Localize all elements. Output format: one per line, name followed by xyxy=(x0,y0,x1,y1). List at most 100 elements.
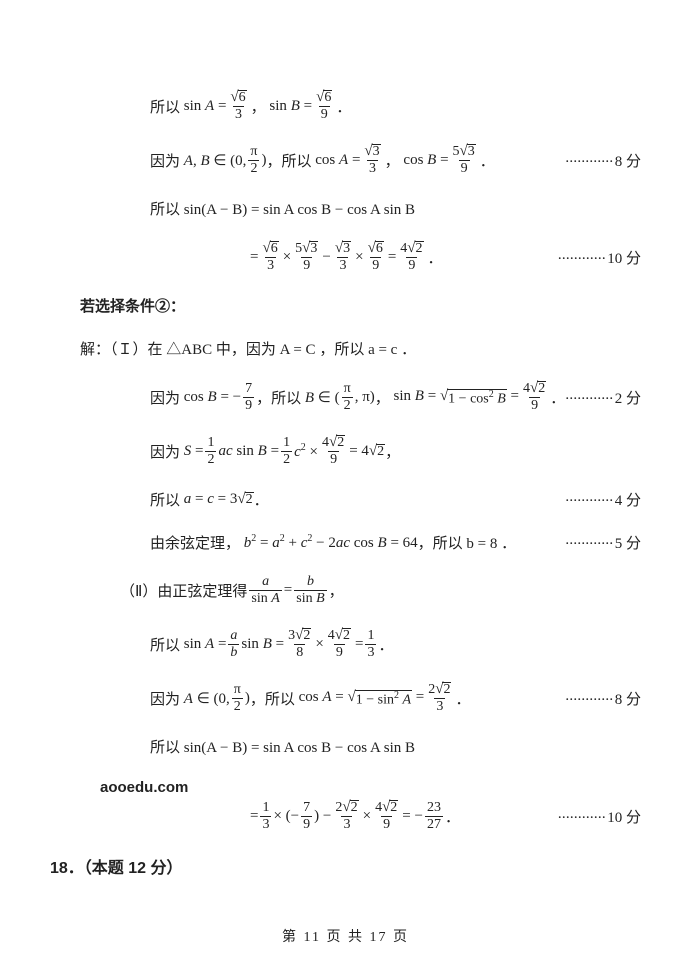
score-marker: 5 分 xyxy=(565,532,641,553)
math-line: 所以 a = c = 32 ． 4 分 xyxy=(50,489,641,510)
text: ． xyxy=(455,688,470,709)
fraction: 429 xyxy=(398,241,425,273)
fraction: 33 xyxy=(362,144,382,176)
expr: cos B = xyxy=(400,152,449,169)
math-line: 因为 S = 12 ac sin B = 12 c2 × 429 = 42 ， xyxy=(50,435,641,467)
text: 因为 xyxy=(150,387,180,408)
text: 18．（本题 12 分） xyxy=(50,860,183,877)
score-marker: 8 分 xyxy=(565,150,641,171)
fraction: 69 xyxy=(366,241,386,273)
expr: B ∈ ( xyxy=(301,388,339,407)
text: 因为 xyxy=(150,441,180,462)
fraction: 63 xyxy=(228,90,248,122)
fraction: 429 xyxy=(521,381,548,413)
fraction: 429 xyxy=(373,800,400,832)
fraction: π2 xyxy=(248,145,259,176)
math-line: 因为 cos B = − 79 ，所以 B ∈ ( π2 , π) ， sin … xyxy=(50,381,641,413)
expr: × xyxy=(283,249,291,266)
expr: sin A = xyxy=(180,98,226,115)
expr: sin B = xyxy=(266,98,312,115)
math-line: = 63 × 539 − 33 × 69 = 429 ． 10 分 xyxy=(50,241,641,273)
math-line: 因为 A, B ∈ (0, π2 ) ，所以 cos A = 33 ， cos … xyxy=(50,144,641,176)
text: ． xyxy=(378,634,393,655)
text: 由余弦定理， xyxy=(150,532,240,553)
text: ， xyxy=(385,441,400,462)
text: 解：（Ｉ）在 △ABC 中，因为 A = C ，所以 a = c ． xyxy=(80,338,416,359)
math-line: 由余弦定理， b2 = a2 + c2 − 2ac cos B = 64 ，所以… xyxy=(50,532,641,553)
expr: = xyxy=(355,636,363,653)
math-line: 所以 sin A = 63 ， sin B = 69 ． xyxy=(50,90,641,122)
text: 所以 sin(A − B) = sin A cos B − cos A sin … xyxy=(150,198,415,219)
score-marker: 10 分 xyxy=(557,247,641,268)
fraction: 429 xyxy=(326,628,353,660)
text: ． xyxy=(550,387,565,408)
score-marker: 2 分 xyxy=(565,387,641,408)
expr: = xyxy=(388,249,396,266)
expr: = 42 xyxy=(349,443,385,460)
expr: A ∈ (0, xyxy=(180,689,230,708)
expr: cos A = 1 − sin2 A = xyxy=(295,689,424,708)
expr: × xyxy=(363,808,371,825)
expr: = xyxy=(250,808,258,825)
text: ，所以 xyxy=(256,387,301,408)
text: ， xyxy=(375,387,390,408)
expr: sin B = 1 − cos2 B = xyxy=(390,388,519,407)
text: ． xyxy=(336,96,351,117)
score-marker: 8 分 xyxy=(565,688,641,709)
math-line: 因为 A ∈ (0, π2 ) ，所以 cos A = 1 − sin2 A =… xyxy=(50,682,641,714)
math-line: 所以 sin(A − B) = sin A cos B − cos A sin … xyxy=(50,736,641,757)
subheading: 若选择条件②： xyxy=(50,295,641,316)
text: ． xyxy=(480,150,495,171)
text: 因为 xyxy=(150,688,180,709)
expr: A, B ∈ (0, xyxy=(180,151,246,170)
expr: cos A = xyxy=(312,152,361,169)
fraction: 13 xyxy=(260,801,271,832)
math-line: 所以 sin(A − B) = sin A cos B − cos A sin … xyxy=(50,198,641,219)
fraction: 12 xyxy=(281,436,292,467)
expr: a = c = 32 xyxy=(180,491,254,508)
fraction: 13 xyxy=(365,629,376,660)
expr: c2 × xyxy=(294,442,318,461)
fraction: 429 xyxy=(320,435,347,467)
expr: sin A = xyxy=(180,636,226,653)
text: ，所以 xyxy=(250,688,295,709)
text: 所以 xyxy=(150,634,180,655)
question-heading: 18．（本题 12 分） xyxy=(50,854,641,878)
fraction: 69 xyxy=(314,90,334,122)
text: 若选择条件②： xyxy=(80,295,185,316)
expr: ． xyxy=(445,806,460,827)
fraction: π2 xyxy=(232,683,243,714)
score-marker: 10 分 xyxy=(557,806,641,827)
fraction: 539 xyxy=(451,144,478,176)
expr: ． xyxy=(428,247,443,268)
expr: cos B = − xyxy=(180,389,241,406)
fraction: π2 xyxy=(342,382,353,413)
fraction: 223 xyxy=(333,800,360,832)
fraction: ab xyxy=(228,629,239,660)
expr: , π) xyxy=(355,389,375,406)
fraction: 223 xyxy=(426,682,453,714)
fraction: bsin B xyxy=(294,575,326,606)
expr: = xyxy=(284,582,292,599)
fraction: 79 xyxy=(301,801,312,832)
expr: b2 = a2 + c2 − 2ac cos B = 64 xyxy=(240,533,418,552)
fraction: asin A xyxy=(249,575,281,606)
expr: = − xyxy=(402,808,423,825)
text: （Ⅱ）由正弦定理得 xyxy=(120,580,247,601)
expr: ac sin B = xyxy=(218,443,279,460)
text: ． xyxy=(254,489,269,510)
math-line: （Ⅱ）由正弦定理得 asin A = bsin B ， xyxy=(50,575,641,606)
text: 所以 xyxy=(150,489,180,510)
fraction: 328 xyxy=(286,628,313,660)
watermark-line: aooedu.com xyxy=(50,779,641,796)
page-footer: 第 11 页 共 17 页 xyxy=(0,926,691,946)
expr: × xyxy=(315,636,323,653)
math-line: = 13 × (− 79 ) − 223 × 429 = − 2327 ． 10… xyxy=(50,800,641,832)
expr: − xyxy=(322,249,330,266)
expr: S = xyxy=(180,443,203,460)
text: ，所以 xyxy=(267,150,312,171)
math-line: 所以 sin A = ab sin B = 328 × 429 = 13 ． xyxy=(50,628,641,660)
expr: × xyxy=(355,249,363,266)
text: 所以 xyxy=(150,96,180,117)
expr: × (− xyxy=(273,808,299,825)
